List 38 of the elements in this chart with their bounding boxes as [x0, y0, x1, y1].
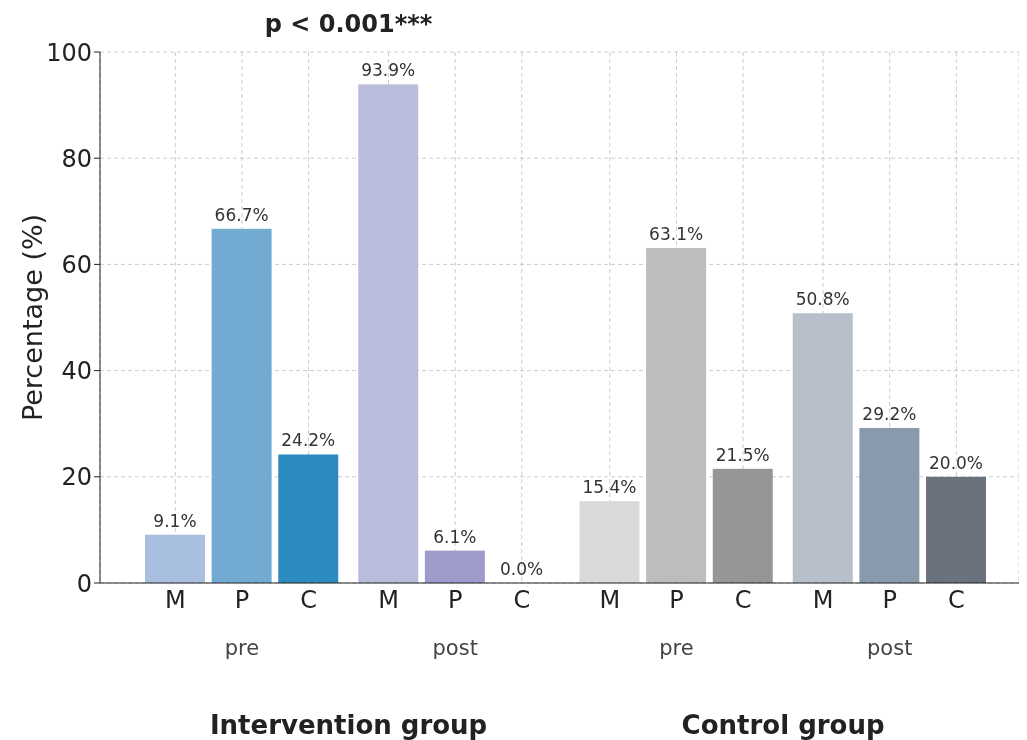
x-tick-label: C: [734, 586, 752, 615]
y-tick-label: 0: [76, 569, 92, 598]
text: post: [867, 636, 913, 660]
x-tick-label: P: [234, 586, 250, 615]
y-tick-label: 100: [46, 38, 92, 67]
text: pre: [224, 636, 260, 660]
data-label: 93.9%: [361, 60, 416, 81]
text: Intervention group: [209, 710, 488, 740]
data-label: 24.2%: [281, 430, 336, 451]
x-tick-label: C: [300, 586, 317, 615]
text: post: [432, 636, 478, 660]
text: Control group: [681, 710, 885, 740]
y-tick-label: 80: [61, 144, 92, 173]
data-label: 6.1%: [433, 526, 477, 547]
text: pre: [659, 636, 694, 660]
data-label: 21.5%: [715, 444, 770, 465]
data-label: 29.2%: [862, 403, 917, 424]
y-tick-label: 40: [61, 357, 92, 386]
x-tick-label: C: [513, 586, 531, 615]
data-label: 63.1%: [649, 223, 704, 244]
x-tick-label: M: [599, 586, 621, 615]
y-axis-title: Percentage (%): [16, 213, 48, 422]
x-tick-label: C: [947, 586, 965, 615]
x-tick-label: M: [164, 586, 186, 615]
x-tick-label: M: [812, 586, 834, 615]
x-tick-label: M: [378, 586, 399, 615]
x-tick-label: P: [882, 586, 897, 615]
data-label: 50.8%: [795, 289, 850, 310]
data-label: 0.0%: [499, 559, 544, 579]
data-label: 66.7%: [214, 204, 269, 225]
data-label: 20.0%: [929, 452, 984, 473]
x-tick-label: P: [669, 586, 684, 615]
text: p < 0.001***: [264, 10, 433, 38]
data-label: 9.1%: [153, 510, 197, 531]
data-label: 15.4%: [582, 477, 637, 498]
y-tick-label: 60: [61, 250, 92, 279]
y-tick-label: 20: [61, 463, 92, 492]
x-tick-label: P: [447, 586, 463, 615]
